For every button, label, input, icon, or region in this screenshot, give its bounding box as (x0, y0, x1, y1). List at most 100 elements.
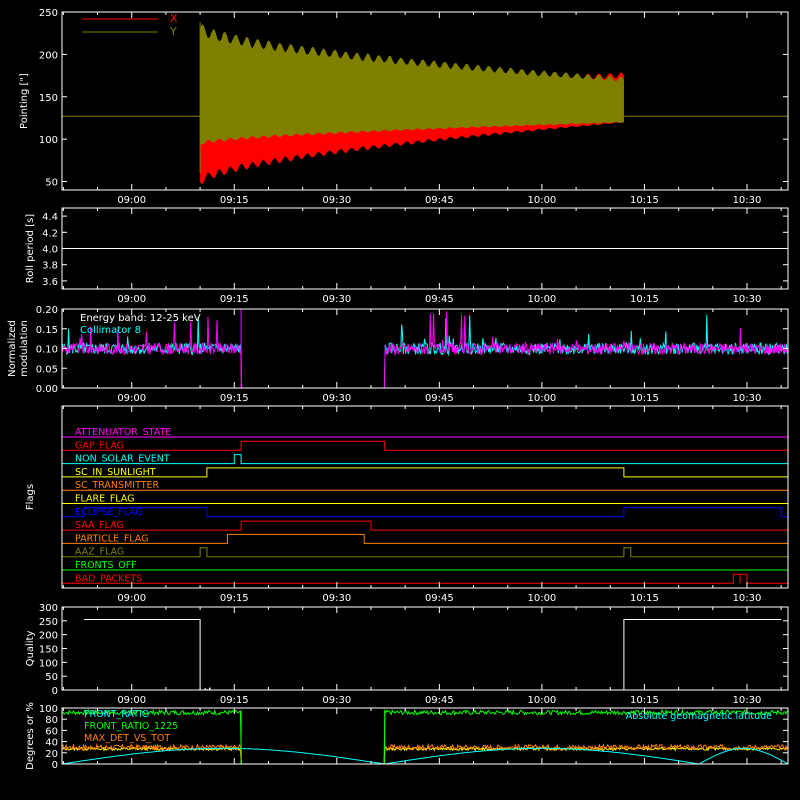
y-tick-label: 4.0 (42, 245, 58, 256)
frame-layer (61, 11, 789, 765)
x-tick-label: 09:30 (322, 294, 351, 305)
x-tick-label: 09:30 (322, 195, 351, 206)
x-tick-label: 09:15 (220, 294, 249, 305)
flag-label: FRONTS_OFF (75, 560, 137, 571)
y-tick-label: 100 (39, 704, 58, 715)
x-tick-label: 10:00 (527, 593, 556, 604)
panel-frame (61, 707, 789, 765)
text-layer: 09:00 09:15 09:30 09:45 10:00 10:15 10:30 50 100… (7, 8, 772, 771)
y-axis-label: Normalized (7, 320, 18, 377)
data-layer (61, 22, 789, 765)
x-tick-label: 09:15 (220, 195, 249, 206)
y-tick-label: 150 (39, 645, 58, 656)
y-tick-label: 3.6 (42, 277, 58, 288)
flag-label: PARTICLE_FLAG (75, 533, 148, 544)
x-tick-label: 10:30 (733, 294, 762, 305)
legend-label: X (170, 12, 178, 25)
ratio-legend-label: FRONT_RATIO_1225 (84, 721, 178, 732)
flag-trace (62, 520, 788, 531)
y-axis-label: Roll period [s] (25, 214, 36, 283)
y-tick-label: 0 (52, 686, 58, 697)
panel-frame (61, 405, 789, 589)
flag-trace (62, 440, 788, 451)
y-tick-label: 0 (52, 760, 58, 771)
x-tick-label: 09:45 (425, 695, 454, 706)
x-tick-label: 10:00 (527, 294, 556, 305)
x-tick-label: 09:15 (220, 593, 249, 604)
flag-label: SC_IN_SUNLIGHT (75, 467, 156, 478)
x-tick-label: 10:15 (630, 294, 659, 305)
latitude-annotation: Absolute geomagnetic latitude (626, 711, 772, 722)
ratio-series (61, 742, 789, 765)
modulation-legend-label: Collimator 8 (80, 325, 141, 336)
x-tick-label: 09:00 (117, 294, 146, 305)
y-tick-label: 0.10 (36, 345, 58, 356)
y-tick-label: 60 (45, 726, 58, 737)
y-axis-label: Quality (25, 631, 36, 667)
flag-label: ECLIPSE_FLAG (75, 507, 143, 518)
y-tick-label: 80 (45, 715, 58, 726)
panel-frame (61, 11, 789, 191)
y-tick-label: 0.00 (36, 384, 58, 395)
flag-label: ATTENUATOR_STATE (75, 427, 171, 438)
flag-trace (62, 533, 788, 544)
x-tick-label: 09:45 (425, 593, 454, 604)
y-tick-label: 3.8 (42, 261, 58, 272)
x-tick-label: 10:30 (733, 195, 762, 206)
flag-label: AAZ_FLAG (75, 547, 124, 558)
x-tick-label: 09:30 (322, 393, 351, 404)
flag-label: SAA_FLAG (75, 520, 124, 531)
ratio-legend-label: FRONT_RATIO (84, 709, 149, 720)
x-tick-label: 09:00 (117, 593, 146, 604)
flag-trace (62, 573, 788, 584)
latitude-curve (61, 747, 789, 765)
y-tick-label: 50 (45, 178, 58, 189)
x-tick-label: 09:00 (117, 393, 146, 404)
x-tick-label: 10:00 (527, 393, 556, 404)
flag-label: SC_TRANSMITTER (75, 480, 160, 491)
flag-trace (62, 454, 788, 465)
flag-trace (62, 547, 788, 558)
legend-label: Y (169, 25, 177, 38)
y-axis-label: Flags (25, 484, 36, 510)
x-tick-label: 09:30 (322, 695, 351, 706)
x-tick-label: 09:45 (425, 393, 454, 404)
y-axis-label: modulation (19, 320, 30, 377)
flag-label: FLARE_FLAG (75, 494, 135, 505)
ratio-series (61, 708, 789, 765)
x-tick-label: 10:00 (527, 695, 556, 706)
x-tick-label: 09:15 (220, 393, 249, 404)
y-tick-label: 0.20 (36, 305, 58, 316)
y-tick-label: 0.05 (36, 364, 58, 375)
x-tick-label: 10:30 (733, 593, 762, 604)
x-tick-label: 10:00 (527, 195, 556, 206)
y-tick-label: 150 (39, 93, 58, 104)
pointing-y-band (200, 24, 624, 145)
modulation-legend-label: Energy band: 12-25 keV (80, 313, 201, 324)
y-tick-label: 200 (39, 50, 58, 61)
x-tick-label: 10:30 (733, 695, 762, 706)
x-tick-label: 09:45 (425, 294, 454, 305)
y-axis-label: Degrees or % (25, 702, 36, 770)
y-tick-label: 250 (39, 617, 58, 628)
y-tick-label: 250 (39, 8, 58, 19)
y-axis-label: Pointing ["] (19, 73, 30, 129)
y-tick-label: 0.15 (36, 325, 58, 336)
x-tick-label: 09:45 (425, 195, 454, 206)
x-tick-label: 10:15 (630, 695, 659, 706)
x-tick-label: 09:15 (220, 695, 249, 706)
y-tick-label: 50 (45, 672, 58, 683)
modulation-series (61, 311, 788, 389)
x-tick-label: 10:30 (733, 393, 762, 404)
x-tick-label: 10:15 (630, 195, 659, 206)
y-tick-label: 4.2 (42, 228, 58, 239)
flag-trace (62, 467, 788, 478)
y-tick-label: 4.4 (42, 212, 58, 223)
flag-trace (62, 507, 788, 518)
y-tick-label: 100 (39, 135, 58, 146)
flag-label: GAP_FLAG (75, 440, 124, 451)
flag-label: BAD_PACKETS (75, 573, 142, 584)
x-tick-label: 10:15 (630, 393, 659, 404)
y-tick-label: 100 (39, 658, 58, 669)
